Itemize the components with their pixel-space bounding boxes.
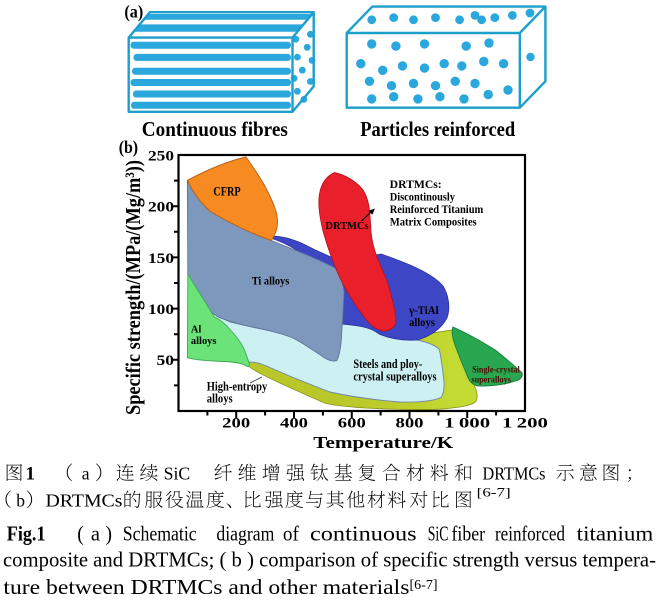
svg-text:composite and DRTMCs; ( b ) co: composite and DRTMCs; ( b ) comparison o… <box>3 548 656 572</box>
svg-text:Al: Al <box>191 324 201 335</box>
svg-text:High-entropy: High-entropy <box>207 380 268 394</box>
svg-text:600: 600 <box>338 416 366 432</box>
svg-text:1 200: 1 200 <box>502 416 548 432</box>
svg-text:b: b <box>16 491 25 511</box>
svg-text:Matrix Composites: Matrix Composites <box>390 217 478 229</box>
svg-text:): ) <box>106 521 113 545</box>
svg-text:400: 400 <box>280 416 308 432</box>
svg-text:(: ( <box>77 521 84 545</box>
svg-text:[6-7]: [6-7] <box>410 577 438 592</box>
svg-text:Discontinously: Discontinously <box>390 192 456 204</box>
svg-text:fiber: fiber <box>452 521 486 545</box>
svg-text:CFRP: CFRP <box>213 184 240 198</box>
svg-text:alloys: alloys <box>207 392 233 406</box>
svg-text:Fig.1: Fig.1 <box>7 521 46 545</box>
svg-text:crystal superalloys: crystal superalloys <box>353 370 436 384</box>
svg-text:Ti alloys: Ti alloys <box>252 275 290 287</box>
svg-text:(b): (b) <box>119 137 138 158</box>
svg-text:Steels and ploy-: Steels and ploy- <box>353 357 422 371</box>
svg-text:1: 1 <box>26 464 36 485</box>
svg-text:a: a <box>91 521 101 545</box>
svg-text:200: 200 <box>222 416 250 432</box>
svg-text:150: 150 <box>148 251 174 267</box>
svg-text:100: 100 <box>148 302 174 318</box>
svg-text:[6-7]: [6-7] <box>477 486 511 500</box>
svg-text:DRTMCs: DRTMCs <box>46 491 123 511</box>
svg-text:alloys: alloys <box>409 316 435 329</box>
svg-text:ture between DRTMCs and other: ture between DRTMCs and other materials <box>3 575 409 599</box>
svg-text:alloys: alloys <box>191 336 217 347</box>
svg-text:Continuous fibres: Continuous fibres <box>142 117 288 141</box>
svg-text:DRTMCs: DRTMCs <box>326 220 370 232</box>
svg-text:250: 250 <box>148 148 174 164</box>
svg-text:(a): (a) <box>124 2 143 23</box>
svg-text:titanium: titanium <box>577 521 654 545</box>
svg-text:800: 800 <box>396 416 424 432</box>
svg-text:50: 50 <box>157 353 175 369</box>
svg-text:SiC: SiC <box>428 521 449 545</box>
svg-text:γ-TiAl: γ-TiAl <box>408 304 439 317</box>
svg-text:superalloys: superalloys <box>471 375 511 385</box>
svg-text:DRTMCs:: DRTMCs: <box>390 179 442 191</box>
svg-text:1 000: 1 000 <box>444 416 490 432</box>
svg-text:DRTMCs: DRTMCs <box>483 464 546 484</box>
svg-text:Particles reinforced: Particles reinforced <box>360 117 515 141</box>
svg-text:of: of <box>283 521 299 545</box>
svg-text:a: a <box>82 464 90 484</box>
svg-text:200: 200 <box>148 200 174 216</box>
svg-text:diagram: diagram <box>216 521 274 545</box>
svg-text:SiC: SiC <box>164 464 191 484</box>
svg-text:Single-crystal: Single-crystal <box>472 364 520 374</box>
svg-text:continuous: continuous <box>310 521 417 545</box>
svg-text:Specific strength/(MPa/(Mg/m³): Specific strength/(MPa/(Mg/m³)) <box>121 160 145 415</box>
svg-text:Reinforced Titanium: Reinforced Titanium <box>390 204 484 216</box>
svg-text:reinforced: reinforced <box>495 521 565 545</box>
svg-text:Temperature/K: Temperature/K <box>313 433 454 452</box>
svg-text:Schematic: Schematic <box>123 521 197 545</box>
